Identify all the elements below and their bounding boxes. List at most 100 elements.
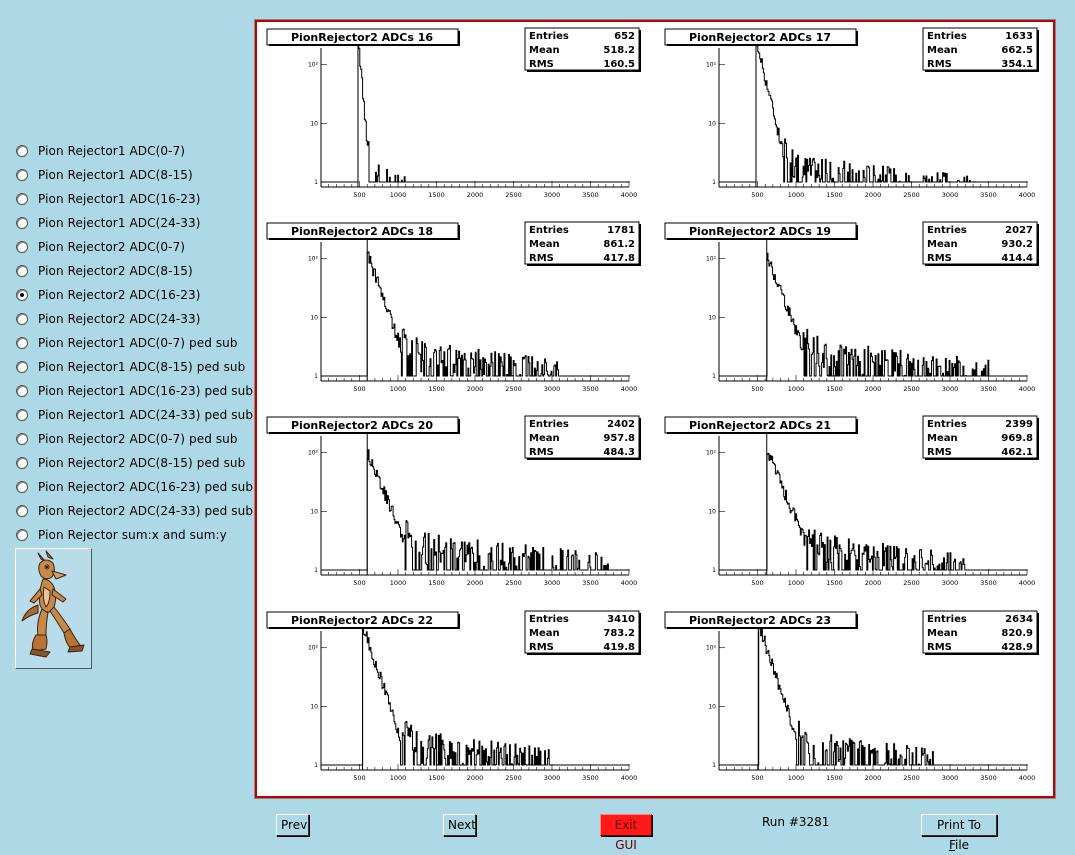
coyote-logo-button[interactable]: [15, 548, 92, 669]
stats-label: RMS: [529, 59, 554, 70]
radio-option[interactable]: Pion Rejector1 ADC(0-7): [14, 139, 249, 163]
histogram-title: PionRejector2 ADCs 23: [689, 614, 831, 627]
radio-unchecked-icon[interactable]: [16, 433, 28, 445]
radio-option[interactable]: Pion Rejector1 ADC(8-15) ped sub: [14, 355, 249, 379]
histogram-grid: 500 1000 1500 2000 2500 3000 3500 400011010²Pio…: [266, 27, 1039, 782]
stats-label: Entries: [529, 225, 569, 236]
x-tick-label: 500: [751, 774, 763, 782]
y-tick-label: 10: [708, 508, 716, 515]
stats-label: Entries: [927, 225, 967, 236]
stats-value: 662.5: [1001, 45, 1033, 56]
radio-option[interactable]: Pion Rejector2 ADC(24-33): [14, 307, 249, 331]
x-tick-label: 3500: [980, 385, 997, 393]
y-tick-label: 10: [310, 120, 318, 127]
histogram-title: PionRejector2 ADCs 16: [291, 31, 433, 44]
radio-option[interactable]: Pion Rejector1 ADC(16-23): [14, 187, 249, 211]
radio-unchecked-icon[interactable]: [16, 529, 28, 541]
stats-value: 160.5: [603, 59, 635, 70]
radio-label: Pion Rejector1 ADC(24-33): [38, 216, 201, 230]
stats-value: 820.9: [1001, 628, 1033, 639]
x-tick-label: 500: [751, 191, 763, 199]
x-tick-label: 3000: [942, 579, 959, 587]
exit-gui-button[interactable]: Exit GUI: [600, 814, 652, 852]
radio-unchecked-icon[interactable]: [16, 409, 28, 421]
radio-option[interactable]: Pion Rejector1 ADC(0-7) ped sub: [14, 331, 249, 355]
x-tick-label: 2500: [505, 579, 522, 587]
x-tick-label: 2000: [865, 579, 882, 587]
x-tick-label: 3000: [544, 191, 561, 199]
radio-unchecked-icon[interactable]: [16, 145, 28, 157]
radio-unchecked-icon[interactable]: [16, 313, 28, 325]
radio-unchecked-icon[interactable]: [16, 505, 28, 517]
radio-option[interactable]: Pion Rejector1 ADC(16-23) ped sub: [14, 379, 253, 403]
radio-unchecked-icon[interactable]: [16, 385, 28, 397]
stats-box: [524, 221, 640, 265]
histogram-panel: 500 1000 1500 2000 2500 3000 3500 4000 1 10 10² Pio…: [266, 27, 641, 199]
radio-unchecked-icon[interactable]: [16, 241, 28, 253]
radio-option[interactable]: Pion Rejector1 ADC(24-33): [14, 211, 249, 235]
radio-option[interactable]: Pion Rejector2 ADC(0-7): [14, 235, 249, 259]
stats-value: 652: [614, 31, 635, 42]
x-tick-label: 2000: [865, 774, 882, 782]
radio-option[interactable]: Pion Rejector1 ADC(8-15): [14, 163, 249, 187]
histogram-line: [320, 46, 630, 187]
x-tick-label: 1000: [390, 385, 407, 393]
radio-option[interactable]: Pion Rejector2 ADC(0-7) ped sub: [14, 427, 249, 451]
radio-unchecked-icon[interactable]: [16, 481, 28, 493]
radio-unchecked-icon[interactable]: [16, 361, 28, 373]
stats-label: Mean: [529, 628, 560, 639]
x-tick-label: 2500: [903, 385, 920, 393]
histogram-line: [718, 452, 1028, 575]
print-to-file-button[interactable]: Print To File: [921, 814, 997, 852]
x-tick-label: 4000: [1019, 774, 1036, 782]
radio-unchecked-icon[interactable]: [16, 337, 28, 349]
radio-option[interactable]: Pion Rejector sum:x and sum:y: [14, 523, 249, 547]
radio-option[interactable]: Pion Rejector2 ADC(16-23) ped sub: [14, 475, 253, 499]
histogram-line: [718, 252, 1028, 381]
prev-button[interactable]: Prev: [276, 814, 309, 836]
x-tick-label: 1000: [390, 191, 407, 199]
x-tick-label: 2000: [467, 774, 484, 782]
radio-label: Pion Rejector2 ADC(16-23) ped sub: [38, 480, 254, 494]
radio-option[interactable]: Pion Rejector2 ADC(24-33) ped sub: [14, 499, 253, 523]
histogram-title: PionRejector2 ADCs 19: [689, 225, 831, 238]
stats-value: 462.1: [1001, 447, 1033, 458]
histogram-panel: 500 1000 1500 2000 2500 3000 3500 4000 1 10 10² Pio…: [266, 415, 641, 587]
x-tick-label: 1500: [428, 191, 445, 199]
coyote-icon: [21, 550, 85, 658]
radio-label: Pion Rejector1 ADC(24-33) ped sub: [38, 408, 254, 422]
radio-unchecked-icon[interactable]: [16, 169, 28, 181]
stats-label: Mean: [927, 45, 958, 56]
radio-unchecked-icon[interactable]: [16, 457, 28, 469]
x-tick-label: 2500: [505, 191, 522, 199]
stats-label: Entries: [529, 419, 569, 430]
stats-label: RMS: [927, 447, 952, 458]
radio-checked-icon[interactable]: [16, 289, 28, 301]
radio-unchecked-icon[interactable]: [16, 193, 28, 205]
histogram-line: [320, 624, 630, 770]
x-tick-label: 3000: [942, 191, 959, 199]
radio-option[interactable]: Pion Rejector2 ADC(8-15) ped sub: [14, 451, 249, 475]
radio-unchecked-icon[interactable]: [16, 265, 28, 277]
radio-option[interactable]: Pion Rejector2 ADC(8-15): [14, 259, 249, 283]
histogram-title: PionRejector2 ADCs 17: [689, 31, 831, 44]
stats-label: Mean: [529, 433, 560, 444]
stats-label: Entries: [529, 31, 569, 42]
stats-value: 2402: [607, 419, 635, 430]
radio-label: Pion Rejector2 ADC(24-33) ped sub: [38, 504, 254, 518]
stats-value: 783.2: [603, 628, 635, 639]
stats-label: Mean: [927, 239, 958, 250]
x-tick-label: 3500: [980, 579, 997, 587]
radio-option[interactable]: Pion Rejector2 ADC(16-23): [14, 283, 249, 307]
histogram-panel: 500 1000 1500 2000 2500 3000 3500 4000 1 10 10² Pio…: [664, 27, 1039, 199]
x-tick-label: 1500: [428, 385, 445, 393]
next-button[interactable]: Next: [443, 814, 476, 836]
stats-box: [524, 610, 640, 654]
stats-label: Mean: [529, 239, 560, 250]
radio-unchecked-icon[interactable]: [16, 217, 28, 229]
y-tick-label: 10²: [706, 450, 717, 457]
radio-option[interactable]: Pion Rejector1 ADC(24-33) ped sub: [14, 403, 253, 427]
histogram-title: PionRejector2 ADCs 21: [689, 419, 831, 432]
x-tick-label: 2000: [865, 385, 882, 393]
x-tick-label: 500: [353, 385, 365, 393]
